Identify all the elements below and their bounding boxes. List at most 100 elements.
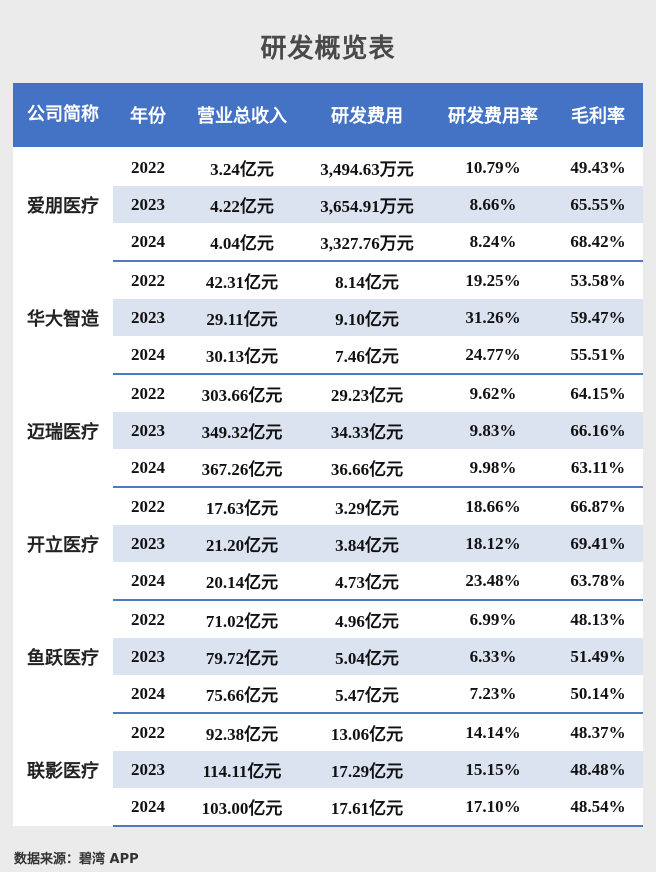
cell-gross-margin: 48.13% xyxy=(553,600,643,638)
cell-revenue: 29.11亿元 xyxy=(183,299,301,336)
table-header-row: 公司简称 年份 营业总收入 研发费用 研发费用率 毛利率 xyxy=(13,83,643,149)
data-source-note: 数据来源：碧湾 APP xyxy=(14,852,139,867)
rd-overview-table: 公司简称 年份 营业总收入 研发费用 研发费用率 毛利率 爱朋医疗 2022 3.2… xyxy=(13,83,643,827)
cell-rd-expense: 17.61亿元 xyxy=(301,788,433,827)
cell-year: 2024 xyxy=(113,562,183,601)
cell-revenue: 79.72亿元 xyxy=(183,638,301,675)
cell-gross-margin: 65.55% xyxy=(553,186,643,223)
cell-revenue: 92.38亿元 xyxy=(183,713,301,751)
cell-revenue: 71.02亿元 xyxy=(183,600,301,638)
header-year: 年份 xyxy=(113,83,183,149)
cell-rd-ratio: 6.99% xyxy=(433,600,553,638)
cell-rd-ratio: 19.25% xyxy=(433,261,553,299)
cell-company: 华大智造 xyxy=(13,261,113,374)
table-row: 2024 367.26亿元 36.66亿元 9.98% 63.11% xyxy=(13,449,643,488)
cell-year: 2023 xyxy=(113,751,183,788)
table-row: 2024 4.04亿元 3,327.76万元 8.24% 68.42% xyxy=(13,223,643,262)
cell-year: 2024 xyxy=(113,336,183,375)
table-row: 联影医疗 2022 92.38亿元 13.06亿元 14.14% 48.37% xyxy=(13,713,643,826)
cell-year: 2023 xyxy=(113,186,183,223)
cell-rd-expense: 3,327.76万元 xyxy=(301,223,433,262)
cell-company: 开立医疗 xyxy=(13,487,113,600)
cell-revenue: 4.04亿元 xyxy=(183,223,301,262)
cell-gross-margin: 66.16% xyxy=(553,412,643,449)
cell-year: 2022 xyxy=(113,713,183,751)
cell-gross-margin: 49.43% xyxy=(553,148,643,186)
cell-company: 迈瑞医疗 xyxy=(13,374,113,487)
cell-revenue: 4.22亿元 xyxy=(183,186,301,223)
cell-gross-margin: 48.48% xyxy=(553,751,643,788)
cell-gross-margin: 64.15% xyxy=(553,374,643,412)
cell-revenue: 3.24亿元 xyxy=(183,148,301,186)
table-row: 2024 30.13亿元 7.46亿元 24.77% 55.51% xyxy=(13,336,643,375)
cell-rd-ratio: 18.12% xyxy=(433,525,553,562)
cell-year: 2023 xyxy=(113,412,183,449)
cell-rd-expense: 3,494.63万元 xyxy=(301,148,433,186)
cell-rd-ratio: 23.48% xyxy=(433,562,553,601)
cell-gross-margin: 48.54% xyxy=(553,788,643,827)
cell-rd-expense: 29.23亿元 xyxy=(301,374,433,412)
cell-rd-expense: 36.66亿元 xyxy=(301,449,433,488)
cell-year: 2023 xyxy=(113,299,183,336)
cell-rd-ratio: 18.66% xyxy=(433,487,553,525)
table-row: 2023 79.72亿元 5.04亿元 6.33% 51.49% xyxy=(13,638,643,675)
cell-year: 2022 xyxy=(113,374,183,412)
header-company: 公司简称 xyxy=(13,83,113,149)
cell-gross-margin: 50.14% xyxy=(553,675,643,714)
cell-rd-expense: 5.04亿元 xyxy=(301,638,433,675)
cell-revenue: 42.31亿元 xyxy=(183,261,301,299)
table-row: 2023 349.32亿元 34.33亿元 9.83% 66.16% xyxy=(13,412,643,449)
header-gross-margin: 毛利率 xyxy=(553,83,643,149)
table-row: 华大智造 2022 42.31亿元 8.14亿元 19.25% 53.58% xyxy=(13,261,643,374)
cell-gross-margin: 55.51% xyxy=(553,336,643,375)
header-rd-ratio: 研发费用率 xyxy=(433,83,553,149)
cell-rd-expense: 17.29亿元 xyxy=(301,751,433,788)
cell-revenue: 114.11亿元 xyxy=(183,751,301,788)
table-row: 2023 21.20亿元 3.84亿元 18.12% 69.41% xyxy=(13,525,643,562)
table-row: 2024 20.14亿元 4.73亿元 23.48% 63.78% xyxy=(13,562,643,601)
cell-rd-expense: 3.84亿元 xyxy=(301,525,433,562)
cell-rd-expense: 4.73亿元 xyxy=(301,562,433,601)
cell-rd-ratio: 8.24% xyxy=(433,223,553,262)
cell-rd-ratio: 8.66% xyxy=(433,186,553,223)
table-row: 鱼跃医疗 2022 71.02亿元 4.96亿元 6.99% 48.13% xyxy=(13,600,643,713)
cell-revenue: 303.66亿元 xyxy=(183,374,301,412)
cell-rd-expense: 3.29亿元 xyxy=(301,487,433,525)
cell-company: 联影医疗 xyxy=(13,713,113,826)
cell-gross-margin: 66.87% xyxy=(553,487,643,525)
cell-year: 2024 xyxy=(113,675,183,714)
cell-gross-margin: 48.37% xyxy=(553,713,643,751)
cell-rd-expense: 13.06亿元 xyxy=(301,713,433,751)
cell-rd-expense: 34.33亿元 xyxy=(301,412,433,449)
cell-rd-ratio: 9.62% xyxy=(433,374,553,412)
cell-company: 鱼跃医疗 xyxy=(13,600,113,713)
cell-company: 爱朋医疗 xyxy=(13,148,113,261)
table-body: 爱朋医疗 2022 3.24亿元 3,494.63万元 10.79% 49.43% 2023… xyxy=(13,148,643,827)
table-row: 迈瑞医疗 2022 303.66亿元 29.23亿元 9.62% 64.15% xyxy=(13,374,643,487)
cell-revenue: 367.26亿元 xyxy=(183,449,301,488)
cell-revenue: 20.14亿元 xyxy=(183,562,301,601)
cell-rd-ratio: 6.33% xyxy=(433,638,553,675)
cell-rd-expense: 9.10亿元 xyxy=(301,299,433,336)
cell-year: 2024 xyxy=(113,223,183,262)
table-row: 2023 29.11亿元 9.10亿元 31.26% 59.47% xyxy=(13,299,643,336)
cell-year: 2023 xyxy=(113,525,183,562)
header-revenue: 营业总收入 xyxy=(183,83,301,149)
cell-rd-ratio: 9.98% xyxy=(433,449,553,488)
cell-gross-margin: 59.47% xyxy=(553,299,643,336)
cell-year: 2022 xyxy=(113,148,183,186)
cell-rd-ratio: 7.23% xyxy=(433,675,553,714)
page-title: 研发概览表 xyxy=(260,34,396,64)
cell-rd-expense: 7.46亿元 xyxy=(301,336,433,375)
cell-revenue: 75.66亿元 xyxy=(183,675,301,714)
cell-year: 2024 xyxy=(113,449,183,488)
cell-rd-ratio: 17.10% xyxy=(433,788,553,827)
table-row: 2023 4.22亿元 3,654.91万元 8.66% 65.55% xyxy=(13,186,643,223)
cell-rd-ratio: 10.79% xyxy=(433,148,553,186)
cell-gross-margin: 69.41% xyxy=(553,525,643,562)
cell-gross-margin: 68.42% xyxy=(553,223,643,262)
cell-gross-margin: 51.49% xyxy=(553,638,643,675)
header-rd-expense: 研发费用 xyxy=(301,83,433,149)
cell-rd-expense: 8.14亿元 xyxy=(301,261,433,299)
table-row: 开立医疗 2022 17.63亿元 3.29亿元 18.66% 66.87% xyxy=(13,487,643,600)
